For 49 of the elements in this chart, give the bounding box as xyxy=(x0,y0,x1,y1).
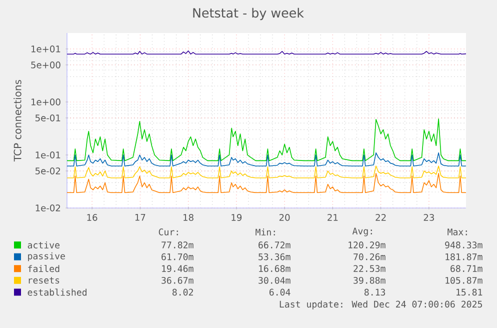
text: 61.70m xyxy=(162,253,194,260)
line-series xyxy=(67,152,466,166)
text: 120.29m xyxy=(348,242,386,248)
y-tick-label: 1e+01 xyxy=(31,46,60,52)
text: 22.53m xyxy=(354,265,386,272)
text: 77.82m xyxy=(162,242,194,248)
text: Cur: xyxy=(158,228,178,236)
x-tick-label: 17 xyxy=(135,214,146,221)
line-series xyxy=(67,118,466,162)
y-axis-title: TCP connections xyxy=(14,80,22,162)
text: Avg: xyxy=(352,228,372,236)
text: 6.04 xyxy=(269,288,290,296)
y-tick-label: 5e+00 xyxy=(31,61,60,68)
text: Max: xyxy=(448,228,467,236)
y-tick-label: 1e+00 xyxy=(31,98,60,106)
text: Last update: Wed Dec 24 07:00:06 2025 xyxy=(280,300,482,310)
x-tick-label: 19 xyxy=(232,214,242,221)
y-tick-label: 5e-02 xyxy=(36,168,60,174)
text: 39.88m xyxy=(354,276,386,284)
legend-label: active xyxy=(28,241,60,248)
text: 30.04m xyxy=(258,276,290,284)
legend-label: failed xyxy=(28,265,60,272)
x-tick-label: 22 xyxy=(376,214,386,221)
text: 8.13 xyxy=(364,288,386,296)
x-tick-label: 20 xyxy=(279,214,290,221)
text: 19.46m xyxy=(162,265,194,272)
text: 68.71m xyxy=(450,265,482,272)
text: 8.02 xyxy=(172,288,193,296)
legend-label: established xyxy=(28,288,86,296)
text: 53.36m xyxy=(258,253,290,260)
text: 948.33m xyxy=(445,242,482,248)
text: 105.87m xyxy=(446,276,482,284)
legend-label: resets xyxy=(28,277,60,284)
text: 66.72m xyxy=(258,242,290,248)
y-tick-label: 1e-02 xyxy=(36,204,60,212)
y-tick-label: 1e-01 xyxy=(36,152,60,158)
chart-title: Netstat - by week xyxy=(193,8,304,20)
x-tick-label: 16 xyxy=(87,214,98,221)
y-tick-label: 5e-01 xyxy=(36,114,60,122)
legend-label: passive xyxy=(28,252,65,262)
x-tick-label: 21 xyxy=(328,214,338,221)
text: Min: xyxy=(256,228,275,236)
text: 36.67m xyxy=(162,276,194,284)
text: 16.68m xyxy=(259,265,290,272)
text: 181.87m xyxy=(446,253,482,260)
x-tick-label: 23 xyxy=(424,214,434,221)
text: 15.81 xyxy=(456,288,482,296)
x-tick-label: 18 xyxy=(184,214,194,221)
text: 70.26m xyxy=(354,253,386,260)
